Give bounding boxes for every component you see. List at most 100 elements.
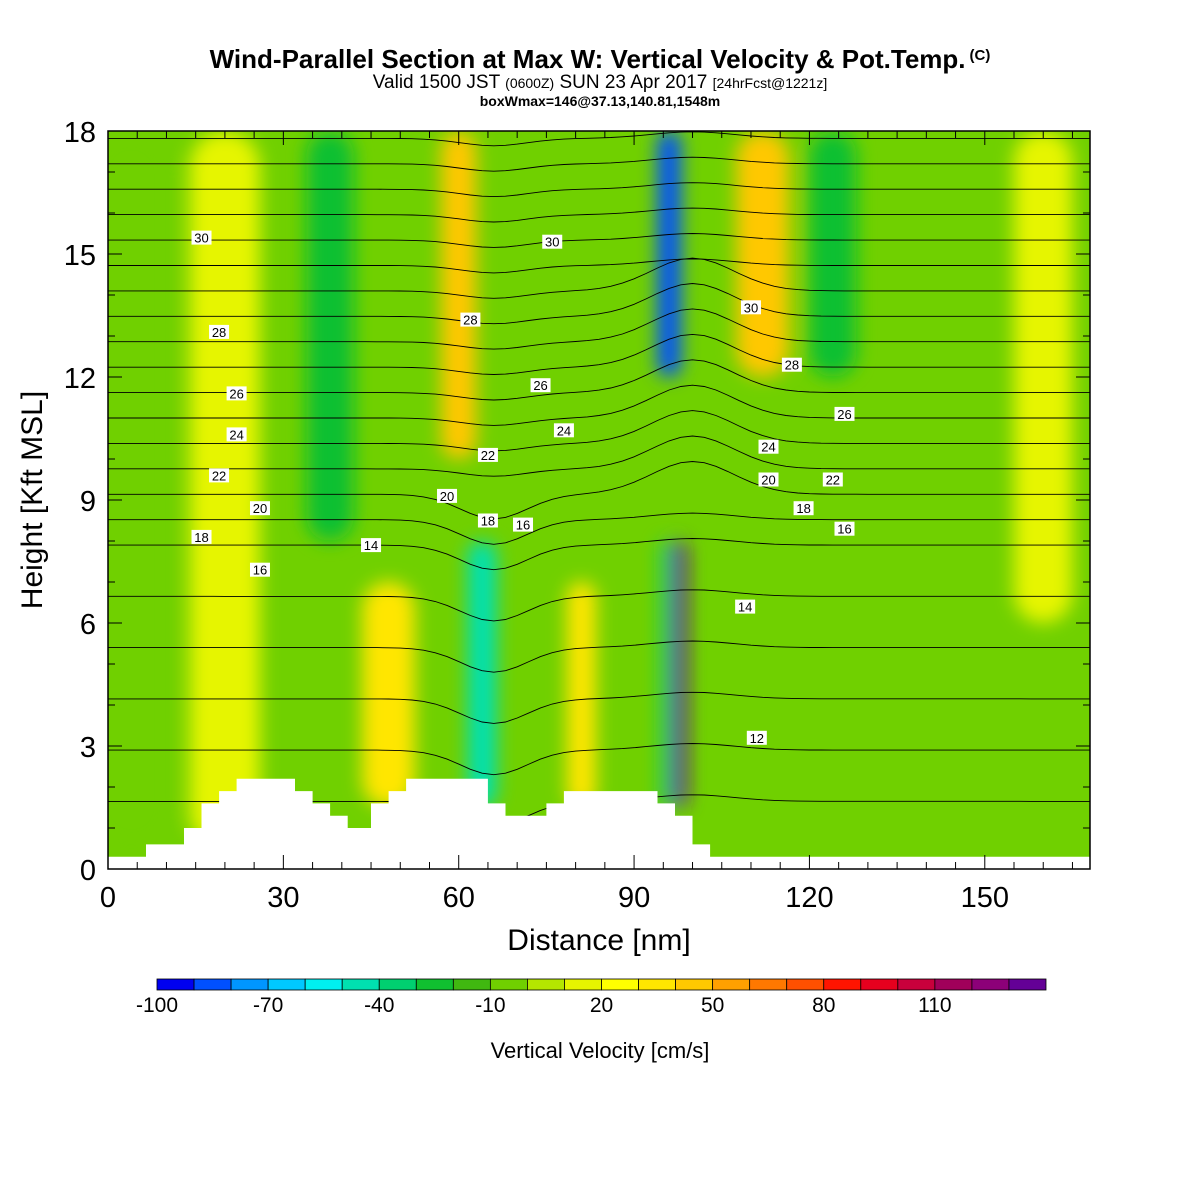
isentrope-25 [108, 283, 1090, 325]
isentrope-18 [108, 461, 1090, 520]
isentrope-label-bg-0 [191, 230, 212, 245]
subtitle-fcst: [24hrFcst@1221z] [712, 75, 828, 91]
isentrope-label-14: 22 [826, 473, 840, 488]
isentrope-17 [108, 512, 1090, 545]
y-tick-label-6: 6 [80, 609, 96, 641]
colorbar-box-6 [378, 978, 417, 991]
isentrope-label-4: 28 [463, 313, 477, 328]
isentrope-label-0: 30 [194, 231, 208, 246]
colorbar-label-6: 80 [812, 994, 835, 1017]
colorbar-box-13 [638, 978, 676, 991]
y-tick-label-0: 0 [80, 855, 96, 887]
isentrope-21 [108, 384, 1090, 426]
y-tick-label-12: 12 [64, 363, 96, 395]
isentrope-label-11: 24 [761, 440, 775, 455]
isentrope-label-bg-26 [746, 730, 767, 745]
colorbar-box-2 [230, 978, 269, 991]
isentrope-label-22: 16 [516, 518, 530, 533]
isentrope-22 [108, 359, 1090, 401]
isentrope-label-bg-25 [735, 599, 756, 614]
x-tick-label-90: 90 [618, 882, 650, 914]
colorbar-box-8 [452, 978, 491, 991]
x-tick-label-60: 60 [443, 882, 475, 914]
chart-title: Wind-Parallel Section at Max W: Vertical… [0, 44, 1200, 75]
colorbar-box-1 [193, 978, 232, 991]
y-axis-title: Height [Kft MSL] [16, 391, 49, 609]
velocity-cell-2 [306, 131, 354, 541]
x-tick-label-120: 120 [785, 882, 833, 914]
isentrope-label-26: 12 [750, 731, 764, 746]
x-tick-label-0: 0 [100, 882, 116, 914]
colorbar-label-3: -10 [475, 994, 505, 1017]
isentrope-label-bg-7 [530, 378, 551, 393]
colorbar-label-7: 110 [918, 994, 951, 1017]
colorbar: -100 -70 -40 -10 20 50 80 110 Vertical Velocity … [136, 978, 1047, 1063]
velocity-cell-3 [362, 582, 415, 808]
isentrope-28 [108, 233, 1090, 248]
colorbar-label-5: 50 [701, 994, 724, 1017]
subtitle-valid: Valid 1500 JST [372, 72, 500, 93]
isentrope-29 [108, 207, 1090, 223]
isentrope-label-3: 28 [212, 325, 226, 340]
isentrope-label-6: 26 [229, 386, 243, 401]
colorbar-box-11 [564, 978, 602, 991]
isentrope-label-bg-22 [513, 517, 534, 532]
isentrope-label-bg-19 [477, 513, 498, 528]
isentrope-label-bg-21 [249, 562, 270, 577]
colorbar-box-20 [897, 978, 936, 991]
isentrope-label-5: 28 [785, 358, 799, 373]
velocity-cell-0 [108, 131, 173, 849]
colorbar-box-19 [860, 978, 899, 991]
x-axis-title: Distance [nm] [507, 924, 690, 957]
chart-subtitle-box-wmax: boxWmax=146@37.13,140.81,1548m [479, 93, 721, 109]
y-tick-label-9: 9 [80, 486, 96, 518]
velocity-cell-5 [467, 541, 497, 808]
isentrope-label-bg-16 [437, 488, 458, 503]
isentrope-26 [108, 257, 1090, 299]
isentrope-14 [108, 640, 1090, 673]
isentrope-label-bg-11 [758, 439, 779, 454]
isentrope-label-24: 14 [364, 538, 378, 553]
isentrope-16 [108, 538, 1090, 571]
plot-clip-group: 30 30 30 28 28 28 26 26 26 24 24 24 22 22 22 20 20 20 18 18… [108, 106, 1090, 869]
velocity-cell-10 [736, 131, 789, 377]
isentrope-label-8: 26 [837, 407, 851, 422]
isentrope-31 [108, 156, 1090, 172]
velocity-cell-7 [657, 131, 681, 377]
colorbar-box-0 [156, 978, 195, 991]
y-tick-label-3: 3 [80, 732, 96, 764]
isentrope-label-7: 26 [533, 378, 547, 393]
isentrope-label-16: 20 [440, 489, 454, 504]
plot-area: 30 30 30 28 28 28 26 26 26 24 24 24 22 22 22 20 20 20 18 18… [108, 106, 1090, 869]
subtitle-date: SUN 23 Apr 2017 [559, 72, 708, 93]
velocity-cell-8 [669, 541, 687, 808]
isentrope-32 [108, 131, 1090, 147]
y-tick-label-18: 18 [64, 117, 96, 149]
velocity-cell-9 [660, 541, 673, 808]
terrain [108, 778, 1090, 869]
isentrope-labels: 30 30 30 28 28 28 26 26 26 24 24 24 22 22 22 20 20 20 18 18… [191, 230, 855, 746]
isentrope-20 [108, 410, 1090, 452]
colorbar-label-4: 20 [590, 994, 613, 1017]
isentrope-label-17: 20 [761, 473, 775, 488]
colorbar-box-4 [304, 978, 343, 991]
copyright-mark: (C) [969, 47, 991, 64]
isentrope-label-bg-5 [781, 357, 802, 372]
isentrope-label-10: 24 [557, 423, 571, 438]
isentrope-label-bg-24 [361, 538, 382, 553]
isentrope-label-23: 16 [837, 522, 851, 537]
chart-title-text: Wind-Parallel Section at Max W: Vertical… [209, 44, 966, 74]
axes: 0 30 60 90 120 150 0 3 6 9 12 15 18 Distance [nm] Heig… [16, 117, 1091, 957]
colorbar-label-1: -70 [253, 994, 283, 1017]
isentrope-24 [108, 308, 1090, 350]
velocity-cell-12 [1014, 131, 1073, 623]
isentrope-label-15: 20 [253, 501, 267, 516]
colorbar-box-3 [267, 978, 306, 991]
y-tick-label-15: 15 [64, 240, 96, 272]
colorbar-box-17 [786, 978, 825, 991]
isentrope-33 [108, 106, 1090, 120]
isentrope-label-bg-13 [477, 447, 498, 462]
isentrope-12 [108, 743, 1090, 776]
isentrope-label-25: 14 [738, 600, 752, 615]
velocity-cell-11 [809, 131, 857, 377]
